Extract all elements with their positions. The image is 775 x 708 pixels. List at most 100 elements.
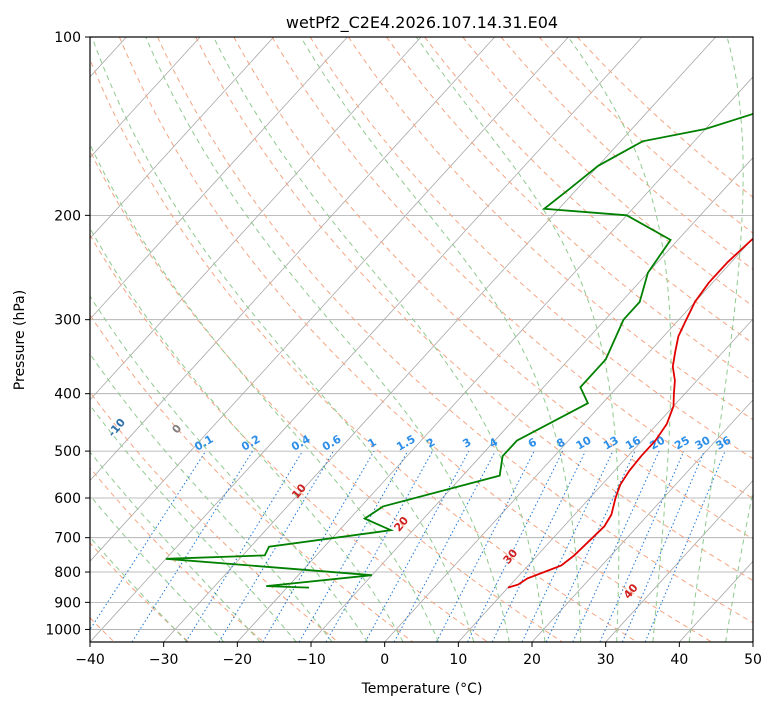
mixing-ratio-line — [218, 450, 334, 642]
isotherm-line — [90, 37, 569, 562]
moist-adiabat — [91, 37, 475, 642]
dry-adiabat-label: -10 — [105, 416, 128, 440]
mixing-ratio-label: 0.1 — [192, 433, 215, 454]
moist-adiabat — [415, 37, 620, 642]
mixing-ratio-label: 1.5 — [394, 433, 417, 454]
dry-adiabat — [424, 37, 753, 344]
dry-adiabat — [157, 37, 753, 624]
mixing-ratio-label: 36 — [713, 433, 733, 452]
isotherm-line — [531, 399, 753, 642]
moist-adiabat — [688, 37, 744, 642]
dry-adiabat — [90, 467, 264, 642]
y-tick-label: 800 — [54, 565, 81, 581]
dry-adiabat — [576, 37, 753, 198]
x-tick-label: 30 — [597, 652, 615, 668]
y-tick-label: 900 — [54, 595, 81, 611]
moist-adiabat — [567, 37, 672, 642]
isotherm-line — [90, 37, 348, 320]
isotherm-line — [90, 37, 422, 401]
dry-adiabat-label: 20 — [391, 514, 411, 534]
mixing-ratio-label: 4 — [487, 435, 500, 450]
dry-adiabat — [309, 37, 753, 460]
moist-adiabat — [213, 37, 546, 642]
isotherm-line — [90, 37, 201, 159]
moist-adiabat — [90, 404, 297, 642]
x-tick-label: 40 — [670, 652, 688, 668]
dry-adiabat — [271, 37, 753, 500]
x-tick-label: −10 — [296, 652, 326, 668]
dry-adiabat — [90, 391, 339, 642]
mixing-ratio-line — [644, 450, 726, 642]
mixing-ratio-line — [262, 450, 375, 642]
x-tick-label: 50 — [744, 652, 762, 668]
dry-adiabat-label: 30 — [501, 546, 521, 566]
x-tick-label: −20 — [223, 652, 253, 668]
moist-adiabat — [90, 451, 261, 642]
dewpoint-profile — [165, 112, 753, 589]
dry-adiabat — [90, 314, 414, 642]
dry-adiabat — [500, 37, 753, 271]
moist-adiabat — [725, 488, 753, 642]
x-tick-label: 20 — [523, 652, 541, 668]
plot-frame — [89, 36, 754, 643]
dry-adiabat — [90, 542, 190, 642]
mixing-ratio-label: 16 — [623, 433, 643, 452]
mixing-ratio-line — [185, 450, 303, 642]
dry-adiabat — [233, 37, 753, 540]
mixing-ratio-line — [545, 450, 636, 642]
data-layer — [165, 112, 753, 589]
mixing-ratio-label: 10 — [574, 433, 594, 452]
mixing-ratio-label: 6 — [526, 435, 539, 450]
y-tick-label: 300 — [54, 313, 81, 329]
isotherm-line — [163, 37, 717, 642]
mixing-ratio-line — [393, 450, 496, 642]
y-tick-label: 500 — [54, 444, 81, 460]
temperature-profile — [507, 237, 753, 589]
mixing-ratio-line — [364, 450, 470, 642]
y-axis-label: Pressure (hPa) — [12, 290, 28, 390]
mixing-ratio-line — [298, 450, 409, 642]
mixing-ratio-line — [621, 450, 705, 642]
isotherm-line — [458, 318, 753, 642]
y-tick-label: 100 — [54, 30, 81, 46]
grid-layer: 0.10.20.40.611.52346810131620253036-100-… — [90, 37, 753, 642]
moist-adiabat — [90, 143, 439, 642]
dry-adiabat-label: 10 — [289, 481, 309, 501]
mixing-ratio-label: 0.6 — [320, 432, 344, 453]
mixing-ratio-line — [572, 450, 660, 642]
dry-adiabat — [118, 37, 712, 642]
dry-adiabat-label: 0 — [169, 422, 184, 436]
moist-adiabat — [90, 536, 188, 642]
mixing-ratio-label: 25 — [672, 434, 692, 453]
y-tick-label: 1000 — [45, 622, 81, 638]
moist-adiabat — [90, 353, 333, 642]
y-tick-label: 400 — [54, 387, 81, 403]
mixing-ratio-line — [325, 450, 433, 642]
dry-adiabat — [347, 37, 753, 421]
x-tick-label: −30 — [149, 652, 179, 668]
isotherm-line — [237, 76, 753, 642]
dry-adiabat — [90, 58, 638, 642]
axis-ticks: −40 −30 −20 −10 0 10 20 30 40 5010020030040050060… — [45, 30, 762, 668]
dry-adiabat — [462, 37, 753, 307]
moist-adiabat — [145, 37, 510, 642]
dry-adiabat-label: 40 — [621, 581, 641, 601]
mixing-ratio-label: 1 — [366, 436, 379, 451]
dry-adiabat — [386, 37, 753, 382]
y-tick-label: 200 — [54, 208, 81, 224]
mixing-ratio-label: 30 — [693, 433, 713, 452]
isotherm-line — [384, 237, 753, 642]
x-tick-label: 0 — [380, 652, 389, 668]
x-axis-label: Temperature (°C) — [361, 681, 483, 697]
isotherm-line — [752, 641, 753, 642]
dry-adiabat — [90, 234, 488, 642]
dry-adiabat — [90, 149, 563, 642]
dry-adiabat — [538, 37, 753, 234]
mixing-ratio-label: 0.4 — [289, 432, 313, 453]
isotherm-line — [90, 37, 275, 239]
moist-adiabat — [90, 295, 369, 642]
chart-title: wetPf2_C2E4.2026.107.14.31.E04 — [286, 13, 558, 33]
isotherm-line — [310, 157, 753, 642]
x-tick-label: 10 — [449, 652, 467, 668]
